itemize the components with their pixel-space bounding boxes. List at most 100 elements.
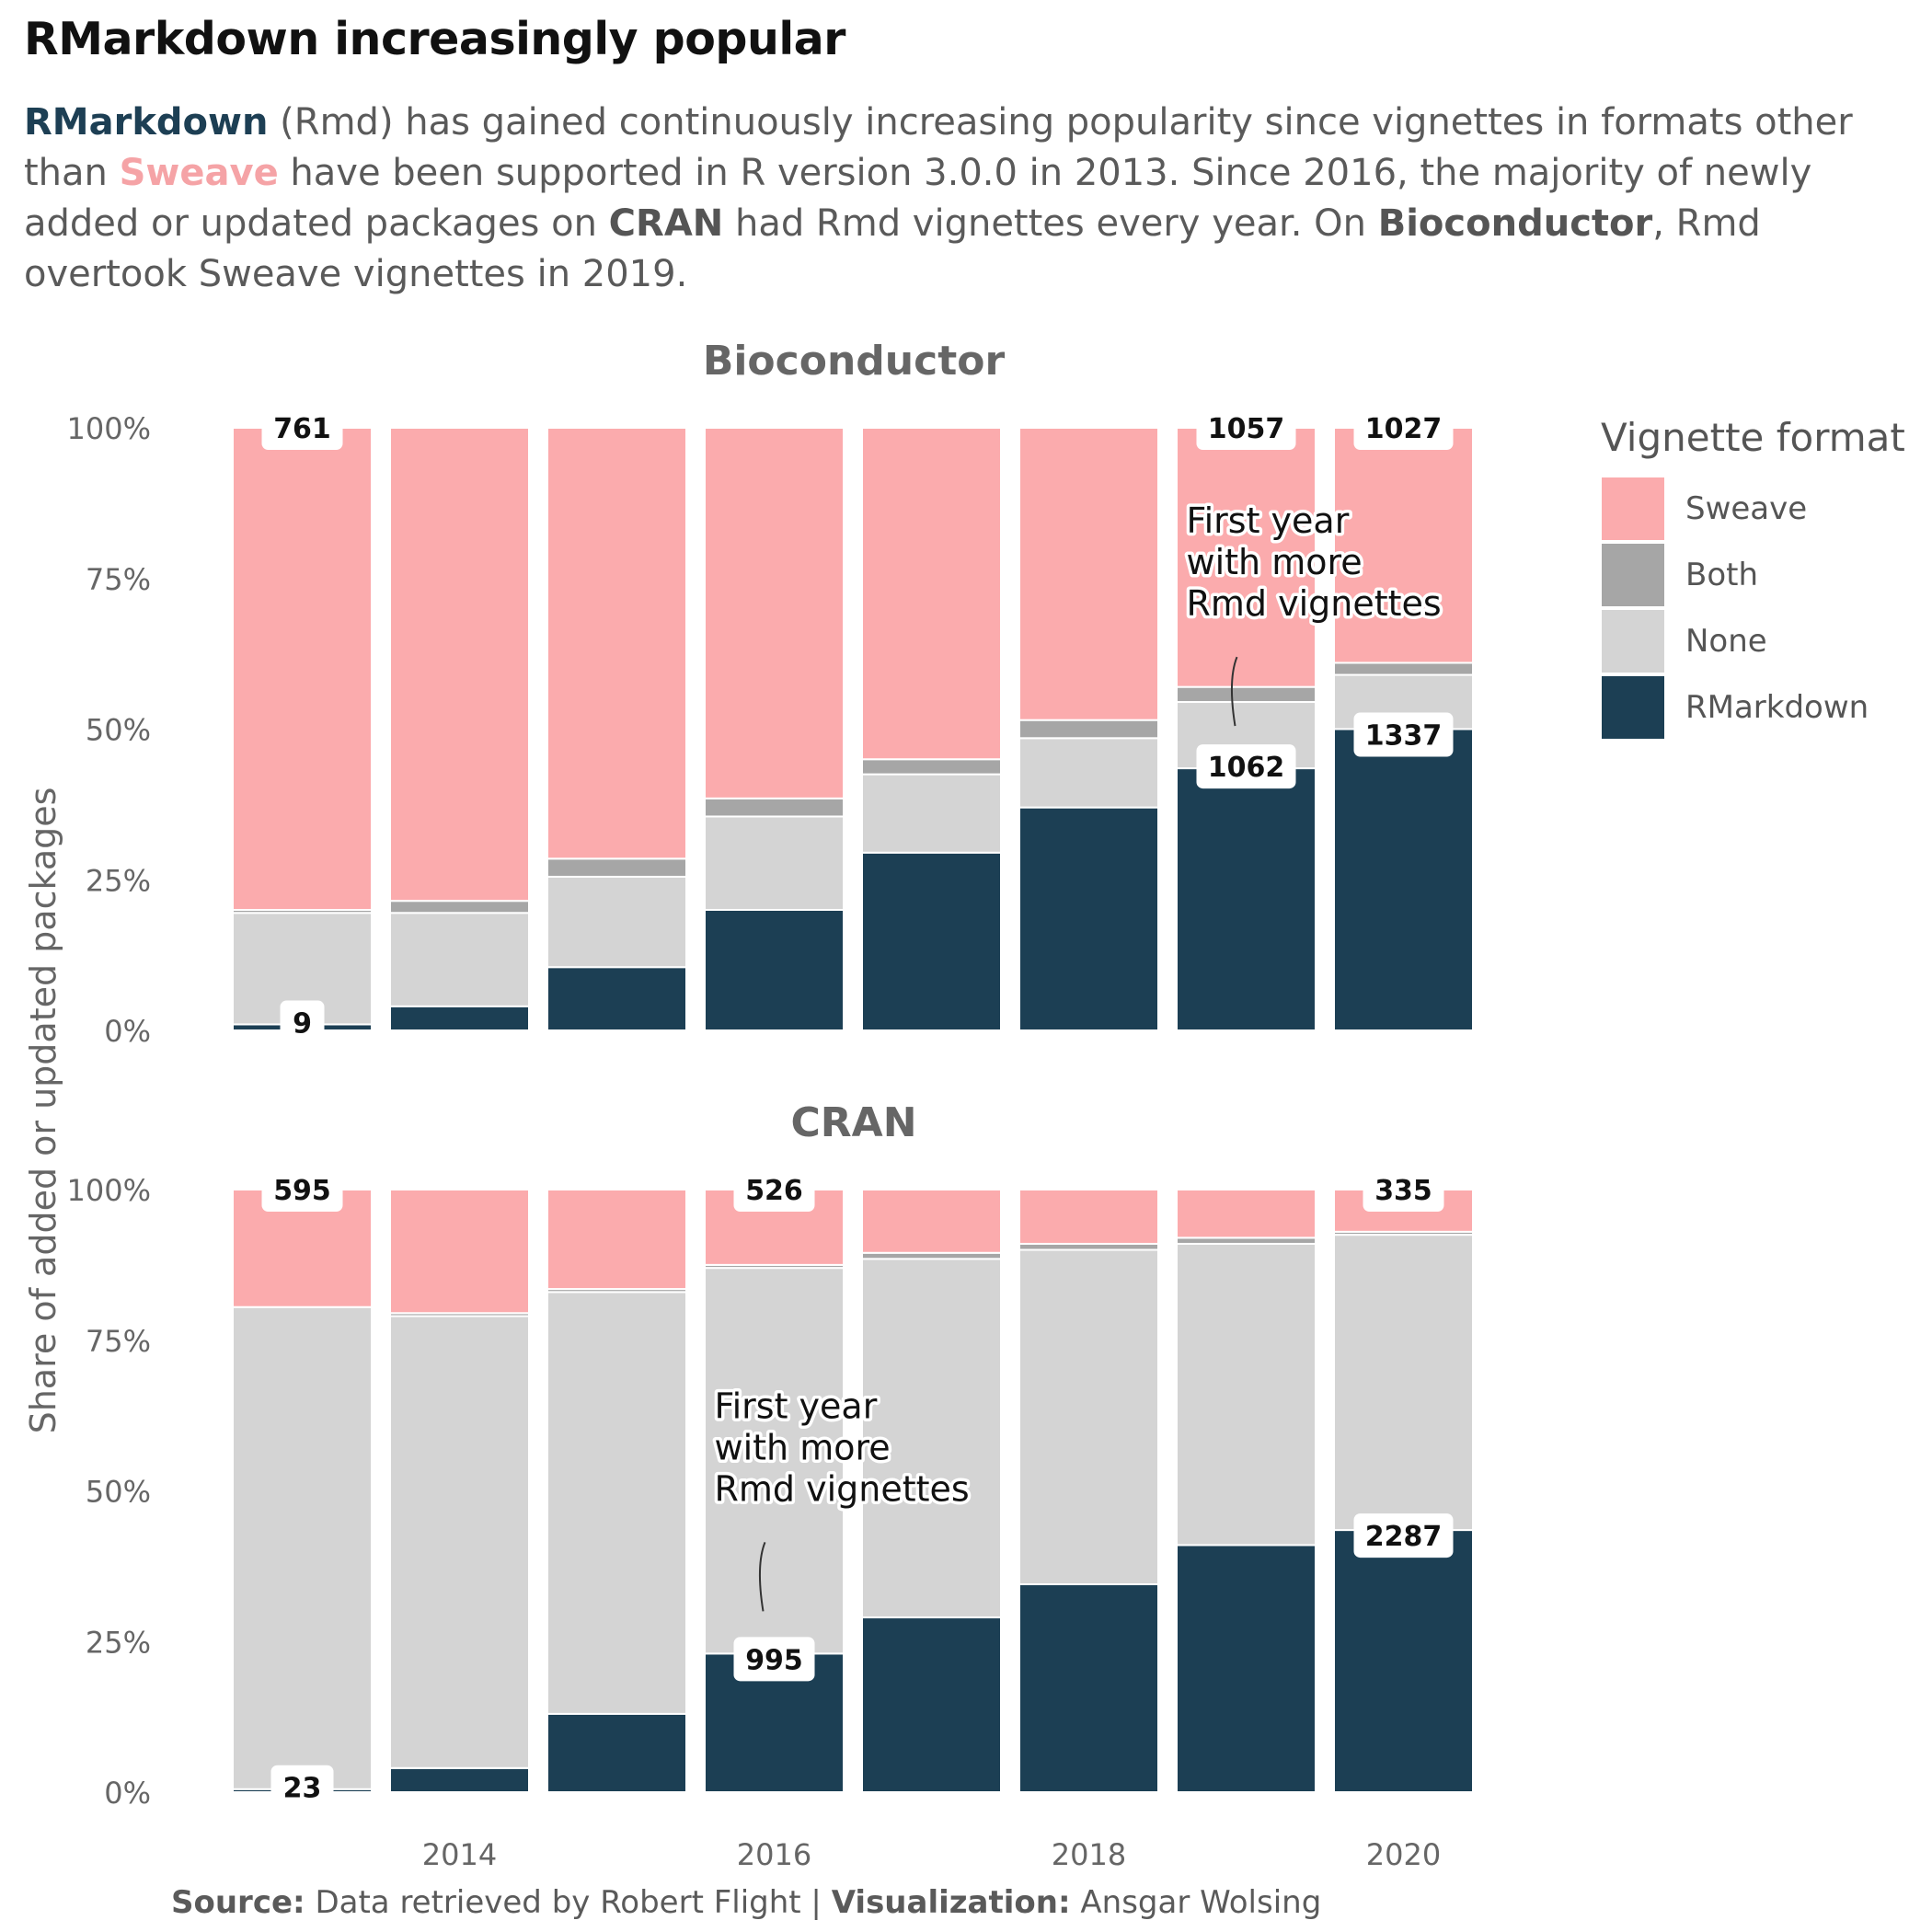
bar-sweave	[232, 427, 373, 911]
bar-none	[232, 1305, 373, 1790]
value-label: 335	[1374, 1175, 1432, 1207]
subtitle-text-2: have been supported in R version 3.0.0 i…	[24, 152, 1812, 245]
value-label-box	[270, 1765, 334, 1810]
annotation-halo: Rmd vignettes	[715, 1468, 970, 1509]
bar-sweave	[1333, 427, 1474, 664]
subtitle: RMarkdown (Rmd) has gained continuously …	[24, 98, 1928, 300]
bar-rmarkdown	[861, 1616, 1002, 1794]
bar-both	[546, 857, 687, 878]
y-tick-label: 25%	[86, 1625, 151, 1660]
value-label: 1057	[1208, 413, 1285, 445]
bar-none	[389, 1315, 530, 1769]
value-label: 526	[745, 1175, 803, 1207]
value-label: 23	[283, 1773, 322, 1805]
y-tick-label: 0%	[104, 1014, 151, 1049]
annotation-text: First year	[715, 1386, 878, 1426]
panel-title: Bioconductor	[703, 338, 1006, 385]
value-label-box	[261, 406, 343, 450]
subtitle-cran: CRAN	[608, 202, 724, 245]
caption-source-label: Source:	[171, 1884, 305, 1921]
subtitle-text-4: , Rmd overtook Sweave vignettes in 2019.	[24, 202, 1761, 295]
bar-rmarkdown	[1333, 728, 1474, 1031]
value-label-box	[733, 1637, 815, 1682]
value-label-box	[1353, 406, 1454, 450]
annotation-halo: with more	[1187, 542, 1363, 582]
value-label: 2287	[1365, 1521, 1443, 1553]
y-tick-label: 0%	[104, 1776, 151, 1811]
bar-rmarkdown	[1176, 1544, 1317, 1793]
bar-none	[1018, 1248, 1159, 1586]
x-tick-label: 2020	[1366, 1837, 1441, 1872]
annotation-halo: Rmd vignettes	[1187, 583, 1442, 624]
bar-rmarkdown	[1018, 1583, 1159, 1794]
panel-title: CRAN	[790, 1099, 916, 1146]
value-label: 761	[273, 413, 331, 445]
legend-swatch-both	[1600, 542, 1666, 608]
bar-sweave	[861, 1189, 1002, 1254]
bar-both	[1018, 719, 1159, 740]
value-label-box	[1353, 1513, 1454, 1558]
caption-viz-label: Visualization:	[831, 1884, 1071, 1921]
bar-sweave	[1018, 427, 1159, 721]
value-label-box	[261, 1167, 343, 1212]
caption-source-text: Data retrieved by Robert Flight |	[305, 1884, 832, 1921]
annotation-text: with more	[1187, 542, 1363, 582]
caption: Source: Data retrieved by Robert Flight …	[171, 1884, 1321, 1921]
annotation-text: Rmd vignettes	[1187, 583, 1442, 624]
bar-none	[1018, 737, 1159, 809]
legend-label-rmarkdown: RMarkdown	[1685, 689, 1869, 726]
annotation-arrow	[1230, 656, 1238, 727]
bar-both	[389, 900, 530, 914]
bar-both	[1176, 685, 1317, 704]
bar-both	[861, 758, 1002, 776]
value-label-box	[280, 1000, 325, 1045]
annotation-halo: First year	[1187, 500, 1350, 541]
value-label: 1062	[1208, 752, 1285, 784]
subtitle-sweave: Sweave	[119, 152, 279, 194]
value-label-box	[1196, 744, 1296, 789]
bar-none	[861, 773, 1002, 854]
bar-none	[546, 1291, 687, 1715]
y-tick-label: 50%	[86, 1475, 151, 1510]
bar-none	[861, 1258, 1002, 1619]
subtitle-rmarkdown: RMarkdown	[24, 101, 269, 144]
bar-both	[1333, 661, 1474, 676]
page-title: RMarkdown increasingly popular	[24, 13, 845, 65]
bar-none	[1176, 1242, 1317, 1547]
bar-rmarkdown	[1333, 1529, 1474, 1793]
bar-rmarkdown	[704, 909, 845, 1031]
bar-sweave	[1018, 1189, 1159, 1245]
bar-sweave	[1176, 427, 1317, 688]
caption-viz-text: Ansgar Wolsing	[1070, 1884, 1322, 1921]
annotation-text: First year	[1187, 500, 1350, 541]
bar-rmarkdown	[546, 966, 687, 1031]
annotation-arrow	[758, 1541, 766, 1612]
value-label-box	[733, 1167, 815, 1212]
y-tick-label: 25%	[86, 863, 151, 898]
bar-sweave	[546, 1189, 687, 1291]
legend-label-none: None	[1685, 623, 1767, 660]
bar-none	[704, 815, 845, 911]
bar-rmarkdown	[1176, 767, 1317, 1031]
y-tick-label: 50%	[86, 713, 151, 748]
value-label-box	[1363, 1167, 1444, 1212]
bar-rmarkdown	[546, 1712, 687, 1793]
y-axis-title: Share of added or updated packages	[23, 788, 63, 1434]
value-label-box	[1196, 406, 1296, 450]
bar-sweave	[389, 1189, 530, 1315]
value-label-box	[1353, 712, 1454, 757]
value-label: 1027	[1365, 413, 1443, 445]
annotation-halo: with more	[715, 1427, 891, 1467]
bar-none	[1333, 1234, 1474, 1532]
bar-sweave	[861, 427, 1002, 761]
subtitle-text-3: had Rmd vignettes every year. On	[723, 202, 1378, 245]
bar-rmarkdown	[389, 1005, 530, 1032]
y-tick-label: 100%	[67, 411, 151, 446]
bar-none	[546, 875, 687, 969]
legend-title: Vignette format	[1601, 415, 1905, 460]
bar-sweave	[389, 427, 530, 903]
bar-sweave	[1176, 1189, 1317, 1239]
bar-rmarkdown	[389, 1766, 530, 1794]
legend-swatch-sweave	[1600, 476, 1666, 542]
